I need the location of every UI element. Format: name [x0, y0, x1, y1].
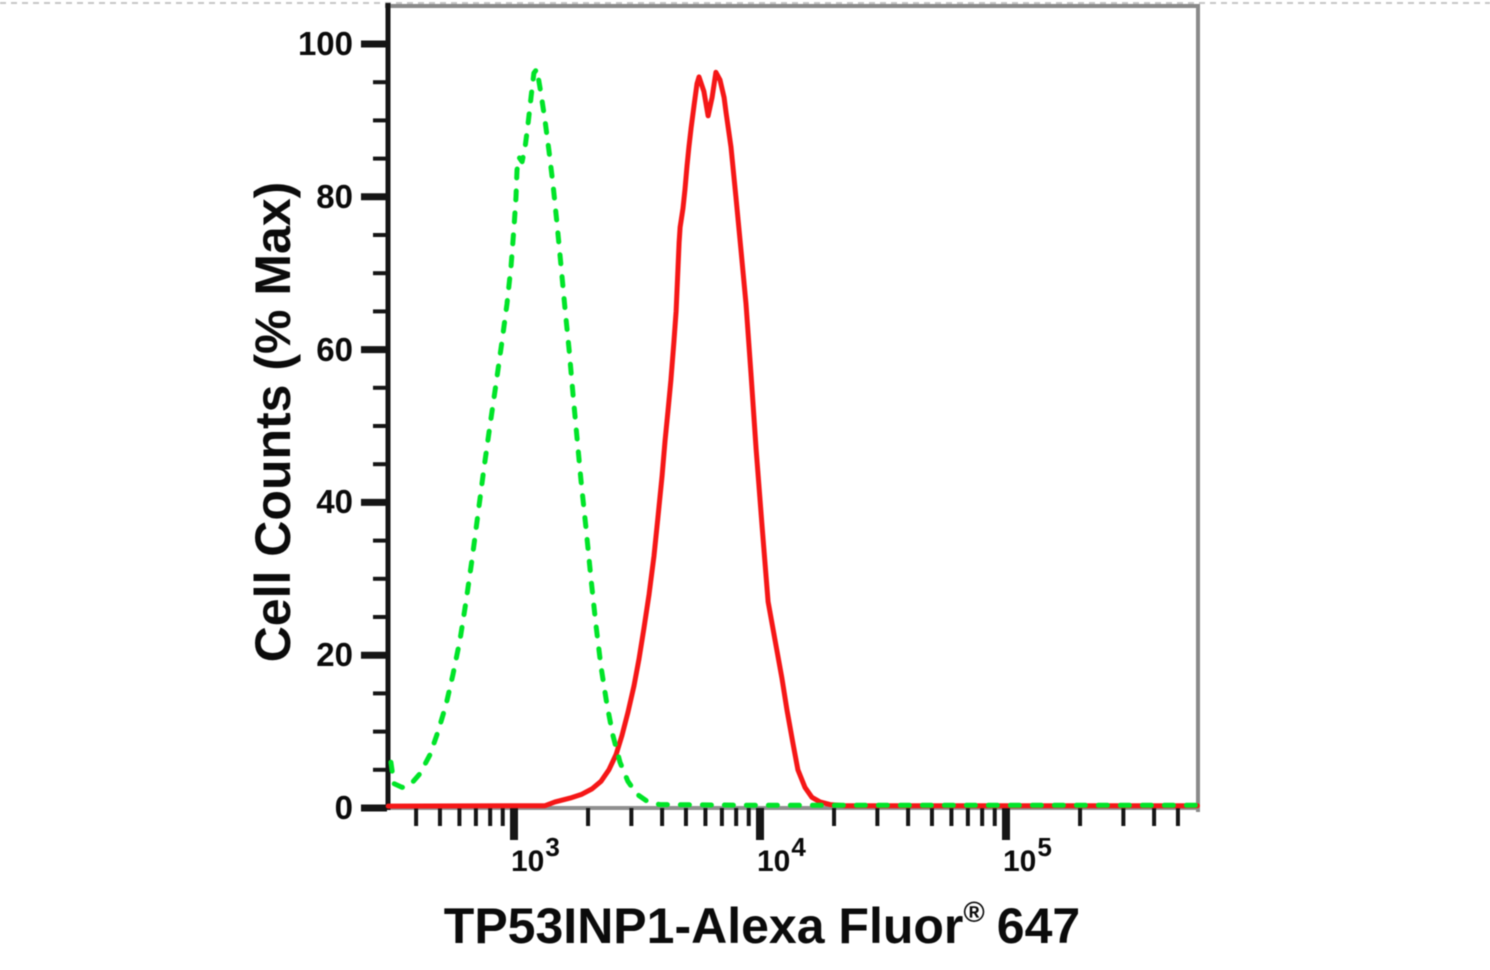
y-tick-label-100: 100 [297, 25, 353, 62]
y-tick-label-60: 60 [316, 330, 353, 368]
y-axis-title: Cell Counts (% Max) [245, 181, 301, 663]
x-tick-base: 10 [1003, 845, 1037, 878]
x-tick-base: 10 [511, 845, 545, 878]
y-tick-label-80: 80 [316, 177, 353, 215]
x-tick-exponent: 4 [791, 832, 806, 862]
red-solid-curve [385, 69, 1200, 809]
y-tick-label-20: 20 [316, 636, 353, 674]
x-axis-title-main: TP53INP1-Alexa Fluor [443, 898, 964, 954]
x-tick-label-1e3: 103 [511, 832, 560, 879]
x-tick-label-1e5: 105 [1003, 832, 1052, 879]
x-tick-exponent: 3 [545, 832, 560, 862]
x-tick-exponent: 5 [1037, 832, 1052, 862]
y-tick-label-40: 40 [316, 483, 353, 521]
green-dashed-curve [388, 66, 1200, 808]
y-tick-label-0: 0 [334, 789, 353, 826]
x-axis-title-suffix: 647 [996, 898, 1081, 954]
x-tick-label-1e4: 104 [757, 832, 806, 879]
x-tick-base: 10 [757, 845, 791, 878]
registered-trademark-icon: ® [963, 897, 985, 929]
x-axis-title: TP53INP1-Alexa Fluor® 647 [444, 897, 1080, 955]
